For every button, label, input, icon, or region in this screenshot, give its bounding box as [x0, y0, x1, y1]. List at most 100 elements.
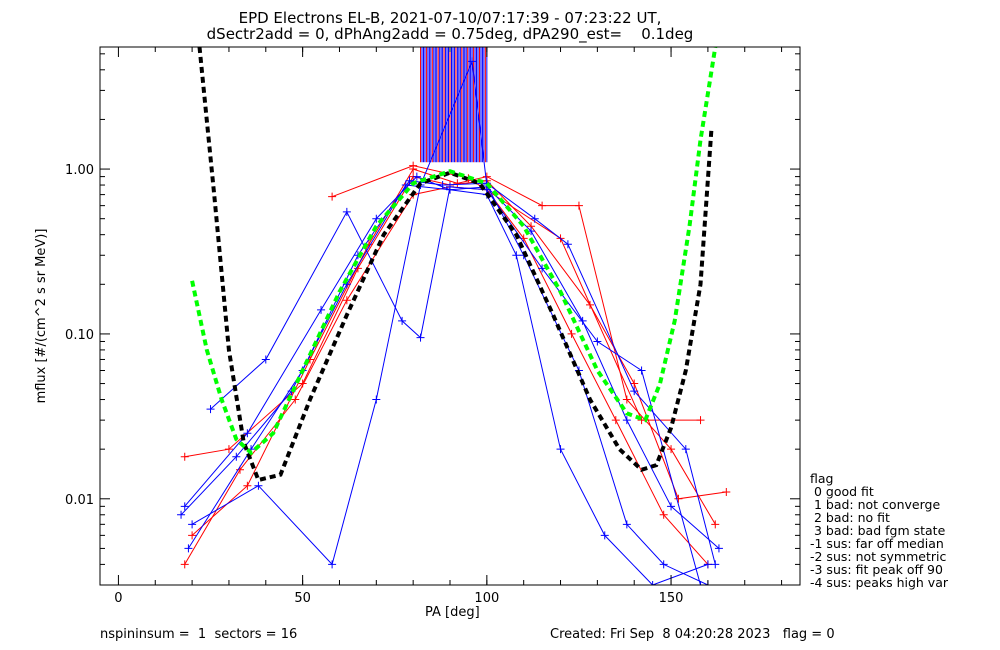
data-point — [328, 192, 337, 201]
data-point — [342, 207, 351, 216]
y-tick-label: 0.01 — [65, 493, 94, 508]
data-series — [184, 176, 720, 569]
data-series — [180, 182, 712, 569]
series-line — [184, 176, 727, 500]
y-tick-label: 0.10 — [65, 328, 94, 343]
data-point — [184, 544, 193, 553]
data-series — [180, 172, 712, 585]
legend-item: 3 bad: bad fgm state — [810, 523, 946, 538]
data-point — [637, 366, 646, 375]
data-point — [622, 416, 631, 425]
data-point — [206, 405, 215, 414]
data-point — [254, 481, 263, 490]
data-point — [342, 296, 351, 305]
spike-group — [420, 47, 488, 163]
data-point — [611, 416, 620, 425]
data-point — [412, 172, 421, 181]
data-point — [372, 395, 381, 404]
data-point — [224, 445, 233, 454]
data-point — [180, 502, 189, 511]
data-series — [177, 181, 723, 553]
legend-item: -2 sus: not symmetric — [810, 549, 947, 564]
data-point — [416, 333, 425, 342]
x-tick-label: 0 — [114, 591, 122, 606]
data-point — [593, 337, 602, 346]
data-point — [188, 520, 197, 529]
data-point — [667, 445, 676, 454]
data-point — [659, 560, 668, 569]
data-point — [453, 179, 462, 188]
data-point — [674, 494, 683, 503]
legend-item: -3 sus: fit peak off 90 — [810, 562, 943, 577]
data-point — [622, 395, 631, 404]
data-point — [567, 329, 576, 338]
data-series — [206, 182, 705, 585]
data-point — [703, 560, 712, 569]
legend-item: 0 good fit — [810, 484, 874, 499]
fit-curve — [197, 47, 714, 483]
legend-item: -1 sus: far off median — [810, 536, 944, 551]
fit-curve — [190, 47, 718, 456]
data-point — [711, 520, 720, 529]
data-point — [409, 161, 418, 170]
legend-item: -4 sus: peaks high var — [810, 575, 949, 590]
data-point — [563, 240, 572, 249]
legend: flag 0 good fit 1 bad: not converge 2 ba… — [810, 472, 948, 589]
data-point — [659, 510, 668, 519]
data-point — [468, 57, 477, 66]
data-point — [630, 387, 639, 396]
data-point — [648, 581, 657, 585]
data-series — [188, 165, 720, 540]
data-point — [405, 176, 414, 185]
data-point — [512, 251, 521, 260]
y-axis-label: mflux [#/(cm^2 s sr MeV)] — [34, 228, 49, 404]
data-point — [714, 544, 723, 553]
footer-right: Created: Fri Sep 8 04:20:28 2023 flag = … — [550, 627, 835, 642]
chart-title-line1: EPD Electrons EL-B, 2021-07-10/07:17:39 … — [238, 9, 662, 27]
footer-left: nspininsum = 1 sectors = 16 — [100, 627, 298, 642]
y-tick-label: 1.00 — [65, 163, 94, 178]
data-point — [556, 445, 565, 454]
data-point — [372, 214, 381, 223]
chart-title-line2: dSectr2add = 0, dPhAng2add = 0.75deg, dP… — [206, 25, 694, 43]
data-point — [538, 264, 547, 273]
data-point — [600, 531, 609, 540]
legend-title: flag — [810, 471, 834, 486]
data-series — [328, 161, 705, 425]
data-point — [446, 182, 454, 191]
data-point — [482, 185, 491, 194]
series-line — [180, 184, 720, 549]
legend-item: 2 bad: no fit — [810, 510, 890, 525]
series-line — [184, 176, 709, 585]
data-point — [291, 395, 300, 404]
data-point — [243, 481, 252, 490]
x-tick-label: 100 — [474, 591, 499, 606]
data-point — [574, 201, 583, 210]
data-point — [243, 429, 252, 438]
legend-item: 1 bad: not converge — [810, 497, 941, 512]
data-point — [696, 416, 705, 425]
x-tick-label: 150 — [659, 591, 684, 606]
data-point — [232, 452, 241, 461]
data-point — [180, 560, 189, 569]
data-point — [630, 379, 639, 388]
data-point — [188, 531, 197, 540]
series-line — [191, 59, 709, 585]
data-point — [681, 445, 690, 454]
data-point — [438, 181, 447, 190]
data-point — [722, 487, 731, 496]
data-point — [530, 214, 539, 223]
data-point — [177, 510, 186, 519]
data-point — [622, 520, 631, 529]
data-point — [328, 560, 337, 569]
series-line — [191, 168, 716, 536]
x-tick-label: 50 — [294, 591, 311, 606]
series-line — [187, 180, 716, 565]
x-axis-label: PA [deg] — [425, 605, 480, 620]
data-point — [667, 502, 676, 511]
data-point — [261, 355, 270, 364]
data-point — [317, 305, 326, 314]
data-point — [398, 316, 407, 325]
data-point — [578, 316, 587, 325]
